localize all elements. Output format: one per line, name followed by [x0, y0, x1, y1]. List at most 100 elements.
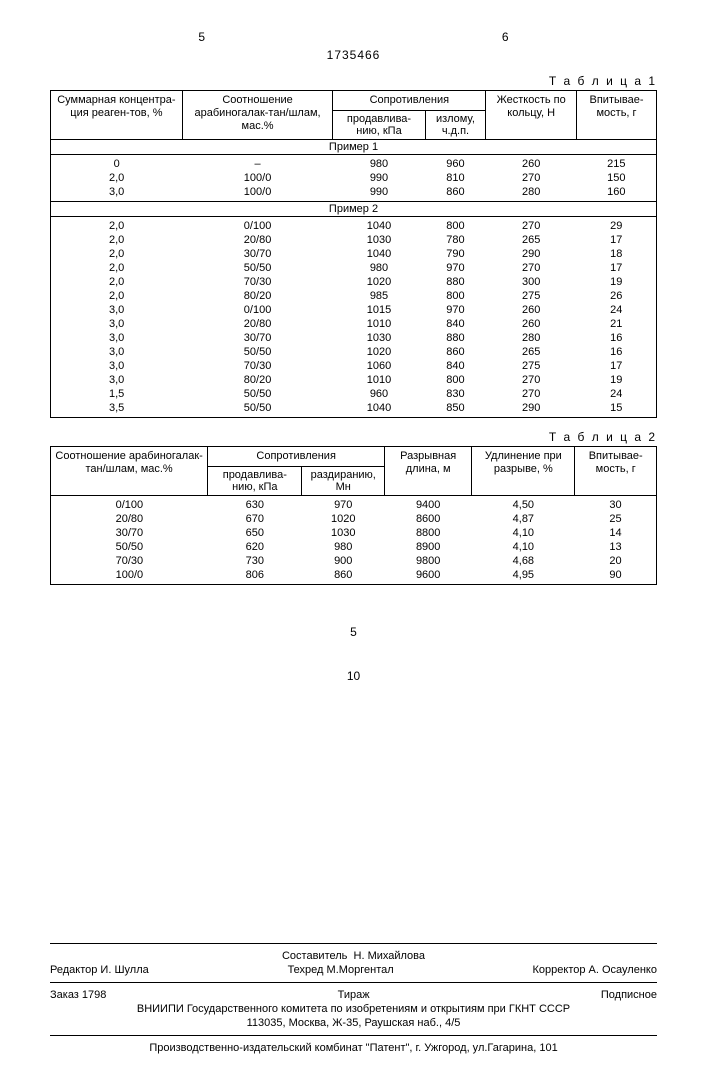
table-row: 3,020/80101084026021	[51, 317, 657, 331]
corrector: А. Осауленко	[589, 964, 657, 976]
table-cell: 1040	[333, 247, 425, 261]
table-cell: 29	[577, 217, 657, 234]
table-cell: 800	[425, 217, 486, 234]
table-cell: 860	[425, 185, 486, 202]
table-cell: 50/50	[182, 387, 333, 401]
table-cell: 270	[486, 387, 577, 401]
table-cell: 275	[486, 289, 577, 303]
table-cell: 24	[577, 387, 657, 401]
table-cell: 990	[333, 171, 425, 185]
table-cell: 90	[575, 568, 657, 585]
table1-label: Т а б л и ц а 1	[50, 74, 657, 88]
table-cell: 24	[577, 303, 657, 317]
table-row: 2,080/2098580027526	[51, 289, 657, 303]
table-row: 2,020/80103078026517	[51, 233, 657, 247]
table-cell: 100/0	[182, 185, 333, 202]
table-cell: 1060	[333, 359, 425, 373]
table-cell: 260	[486, 317, 577, 331]
corrector-label: Корректор	[533, 964, 586, 976]
editor: И. Шулла	[100, 964, 148, 976]
table-cell: 70/30	[51, 554, 208, 568]
table-cell: 990	[333, 185, 425, 202]
table-cell: 270	[486, 373, 577, 387]
table-cell: 2,0	[51, 275, 183, 289]
table-cell: 810	[425, 171, 486, 185]
table-cell: 0/100	[182, 303, 333, 317]
table-row: 2,050/5098097027017	[51, 261, 657, 275]
table-row: 2,070/30102088030019	[51, 275, 657, 289]
t1-h2: Соотношение арабиногалак-тан/шлам, мас.%	[182, 91, 333, 140]
table-cell: 2,0	[51, 289, 183, 303]
t2-h1: Соотношение арабиногалак-тан/шлам, мас.%	[51, 447, 208, 496]
table-row: 20/80670102086004,8725	[51, 512, 657, 526]
t1-h3g: Сопротивления	[333, 91, 486, 111]
table-cell: 980	[333, 261, 425, 275]
table-cell: 30/70	[182, 331, 333, 345]
table-cell: 260	[486, 303, 577, 317]
table-cell: 16	[577, 345, 657, 359]
editor-label: Редактор	[50, 964, 97, 976]
table-cell: 8800	[385, 526, 472, 540]
table-row: 30/70650103088004,1014	[51, 526, 657, 540]
table-cell: 2,0	[51, 217, 183, 234]
t2-h2g: Сопротивления	[208, 447, 385, 467]
table-cell: 19	[577, 373, 657, 387]
t2-h5: Впитывае-мость, г	[575, 447, 657, 496]
t2-h3: Разрывная длина, м	[385, 447, 472, 496]
table-cell: 100/0	[182, 171, 333, 185]
t1-section1: Пример 1	[51, 140, 657, 155]
table-cell: 3,5	[51, 401, 183, 418]
table-cell: 4,87	[472, 512, 575, 526]
table-cell: 860	[302, 568, 385, 585]
table-cell: 290	[486, 247, 577, 261]
table-cell: 790	[425, 247, 486, 261]
table-cell: 970	[425, 303, 486, 317]
table-cell: 880	[425, 275, 486, 289]
table-cell: 80/20	[182, 289, 333, 303]
table-cell: 70/30	[182, 275, 333, 289]
table2: Соотношение арабиногалак-тан/шлам, мас.%…	[50, 446, 657, 585]
table-cell: 25	[575, 512, 657, 526]
t2-h4: Удлинение при разрыве, %	[472, 447, 575, 496]
table-cell: 17	[577, 359, 657, 373]
t1-h4: Жесткость по кольцу, Н	[486, 91, 577, 140]
table-cell: 30/70	[182, 247, 333, 261]
table-row: 0/10063097094004,5030	[51, 496, 657, 513]
table-cell: 300	[486, 275, 577, 289]
table-cell: 280	[486, 331, 577, 345]
page-right: 6	[502, 30, 509, 44]
table-cell: 4,10	[472, 526, 575, 540]
table-cell: 270	[486, 217, 577, 234]
t2-h2b: раздиранию, Мн	[302, 467, 385, 496]
table-cell: 730	[208, 554, 302, 568]
page-left: 5	[198, 30, 205, 44]
table-cell: 9800	[385, 554, 472, 568]
table-cell: 19	[577, 275, 657, 289]
table-cell: 26	[577, 289, 657, 303]
table-cell: 970	[302, 496, 385, 513]
table-cell: 8600	[385, 512, 472, 526]
table-cell: 900	[302, 554, 385, 568]
table-cell: 620	[208, 540, 302, 554]
table-cell: 806	[208, 568, 302, 585]
table-row: 3,070/30106084027517	[51, 359, 657, 373]
doc-number: 1735466	[50, 48, 657, 62]
table-cell: 50/50	[182, 401, 333, 418]
table-cell: 18	[577, 247, 657, 261]
table-cell: 4,50	[472, 496, 575, 513]
table-cell: 880	[425, 331, 486, 345]
table-row: 100/080686096004,9590	[51, 568, 657, 585]
table-cell: 1030	[333, 331, 425, 345]
table-cell: 3,0	[51, 317, 183, 331]
table-cell: 3,0	[51, 331, 183, 345]
table-cell: 215	[577, 155, 657, 172]
table-cell: 860	[425, 345, 486, 359]
table-cell: 0/100	[51, 496, 208, 513]
table1: Суммарная концентра-ция реаген-тов, % Со…	[50, 90, 657, 418]
table-row: 2,00/100104080027029	[51, 217, 657, 234]
table-cell: 260	[486, 155, 577, 172]
table-cell: 20/80	[51, 512, 208, 526]
table-cell: 160	[577, 185, 657, 202]
t1-h3a: продавлива-нию, кПа	[333, 111, 425, 140]
t1-section2: Пример 2	[51, 202, 657, 217]
